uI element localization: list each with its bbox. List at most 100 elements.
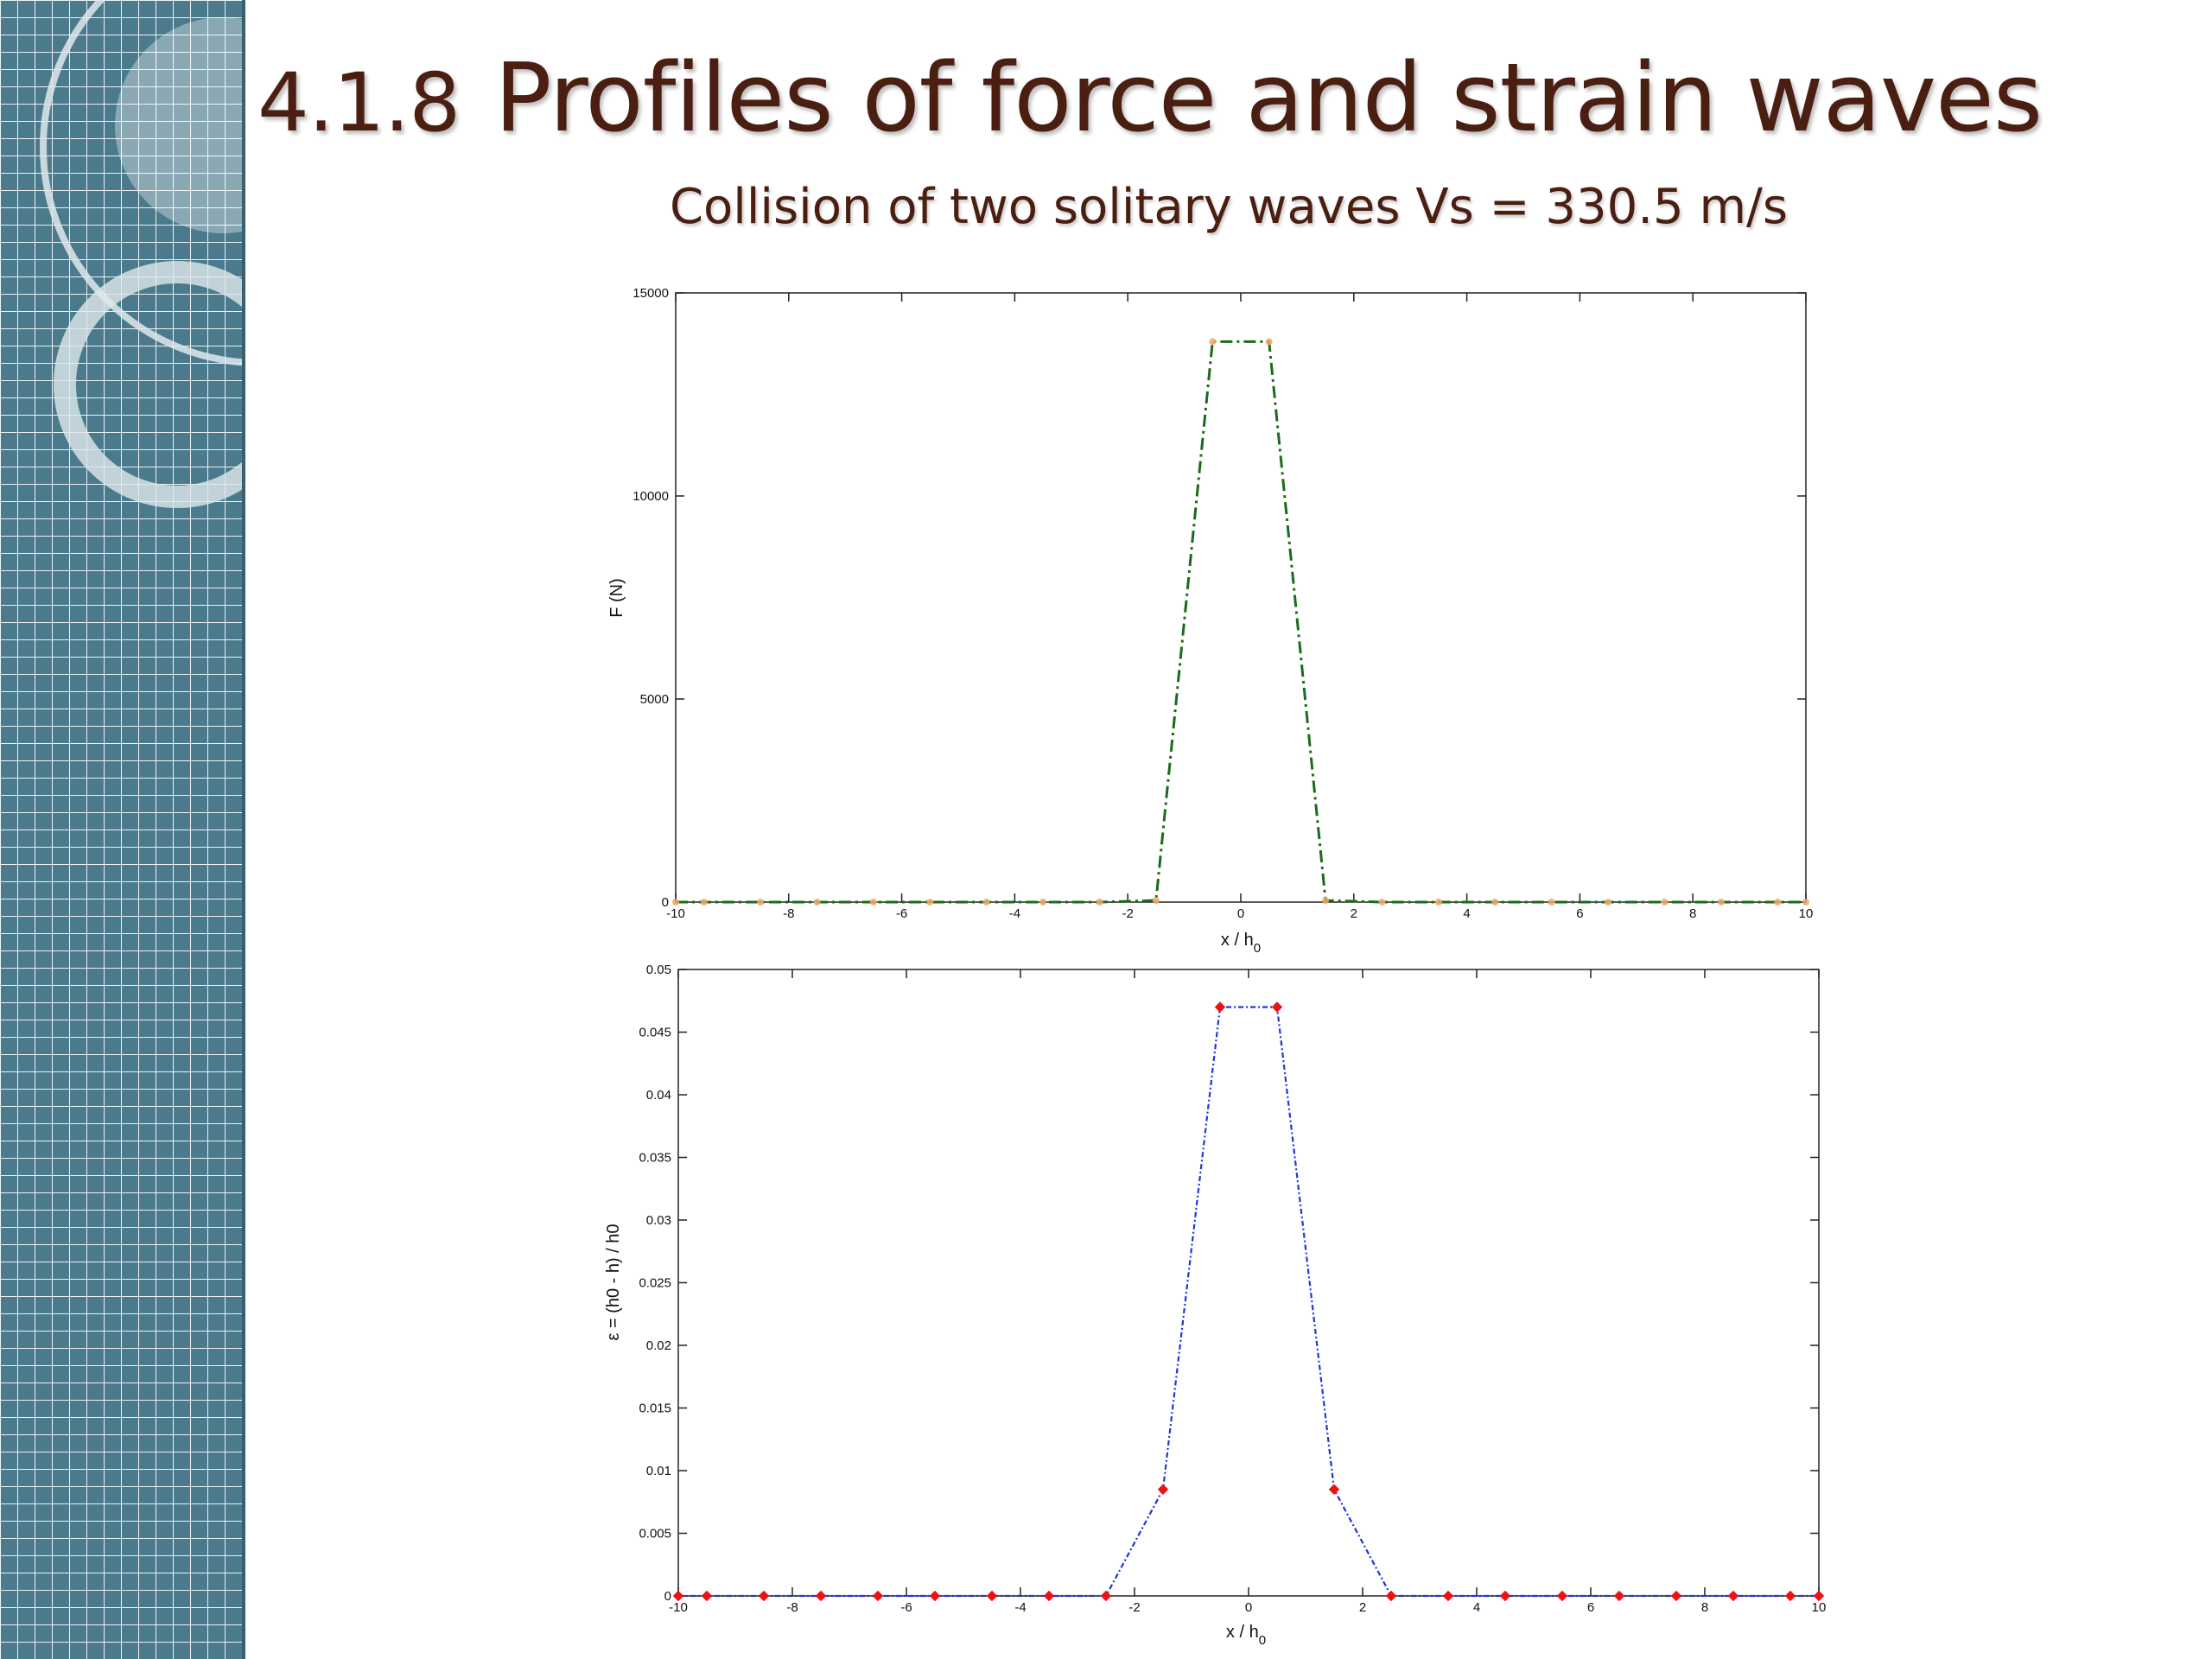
- force-y-axis-label: F (N): [607, 578, 626, 618]
- strain-data-point: [1727, 1590, 1739, 1602]
- strain-x-tick-label: 2: [1359, 1600, 1366, 1615]
- strain-x-tick-label: 4: [1473, 1600, 1480, 1615]
- force-y-tick-label: 10000: [632, 489, 669, 504]
- strain-y-tick-label: 0.02: [646, 1338, 671, 1353]
- strain-marks: [672, 1001, 1825, 1602]
- sidebar-edge: [242, 0, 245, 1659]
- force-data-point: [1491, 899, 1499, 906]
- strain-data-point: [815, 1590, 827, 1602]
- strain-data-point: [1385, 1590, 1397, 1602]
- decorative-sidebar: [0, 0, 245, 1659]
- force-axes-box: [675, 292, 1807, 903]
- strain-data-point: [1670, 1590, 1682, 1602]
- strain-y-tick-label: 0.025: [639, 1276, 671, 1291]
- force-data-point: [1434, 899, 1442, 906]
- strain-x-tick-label: -10: [669, 1600, 688, 1615]
- force-x-tick-label: -8: [783, 906, 794, 921]
- force-x-axis-label: x / h0: [1221, 931, 1261, 956]
- strain-y-tick-label: 0: [664, 1589, 671, 1604]
- strain-data-point: [1813, 1590, 1825, 1602]
- force-x-tick-label: 2: [1351, 906, 1357, 921]
- strain-data-point: [986, 1590, 998, 1602]
- force-data-point: [982, 899, 990, 906]
- strain-y-axis-label: ε = (h0 - h) / h0: [604, 1224, 623, 1340]
- strain-y-tick-label: 0.05: [646, 963, 671, 977]
- force-data-point: [1605, 899, 1612, 906]
- strain-y-tick-label: 0.045: [639, 1026, 671, 1040]
- strain-data-point: [872, 1590, 884, 1602]
- strain-x-tick-label: -8: [786, 1600, 798, 1615]
- strain-y-tick-label: 0.005: [639, 1527, 671, 1541]
- force-x-tick-label: 10: [1799, 906, 1814, 921]
- strain-y-tick-label: 0.015: [639, 1402, 671, 1416]
- force-data-point: [1774, 899, 1782, 906]
- slide-title-text: Profiles of force and strain waves: [494, 42, 2043, 153]
- force-data-point: [1802, 899, 1809, 906]
- strain-data-point: [1157, 1484, 1169, 1495]
- force-x-tick-label: 6: [1576, 906, 1583, 921]
- strain-x-tick-label: 10: [1812, 1600, 1827, 1615]
- force-x-tick-label: -6: [896, 906, 907, 921]
- force-x-tick-label: -2: [1122, 906, 1134, 921]
- strain-x-tick-label: 6: [1587, 1600, 1594, 1615]
- force-data-point: [926, 899, 934, 906]
- strain-data-point: [1328, 1484, 1340, 1495]
- strain-data-point: [1499, 1590, 1511, 1602]
- slide-title: 4.1.8 Profiles of force and strain waves: [257, 33, 2202, 162]
- strain-plot-area: -10 -8 -6 -4 -2 0 2 4 6 8 10 0 0.005 0.01 0.015 0.02 0.0…: [639, 963, 1826, 1615]
- force-data-point: [1322, 897, 1330, 905]
- strain-y-tick-label: 0.03: [646, 1213, 671, 1228]
- force-data-point: [1209, 338, 1217, 346]
- strain-data-point: [701, 1590, 713, 1602]
- force-data-point: [700, 899, 708, 906]
- force-data-point: [672, 899, 679, 906]
- force-plot-area: -10 -8 -6 -4 -2 0 2 4 6 8 10 0 5000 10000 15000: [632, 286, 1813, 921]
- strain-x-tick-label: 0: [1245, 1600, 1252, 1615]
- decorative-ring-inner: [54, 261, 245, 508]
- force-x-tick-label: 8: [1689, 906, 1696, 921]
- strain-y-tick-label: 0.01: [646, 1464, 671, 1478]
- strain-y-tick-label: 0.035: [639, 1151, 671, 1166]
- strain-data-point: [1613, 1590, 1625, 1602]
- force-data-point: [757, 899, 765, 906]
- strain-x-tick-label: 8: [1701, 1600, 1708, 1615]
- strain-x-axis-label: x / h0: [1226, 1623, 1266, 1648]
- strain-ticks: -10 -8 -6 -4 -2 0 2 4 6 8 10 0 0.005 0.01 0.015 0.02 0.0…: [639, 963, 1826, 1615]
- force-data-point: [1661, 899, 1669, 906]
- force-series-line: [676, 340, 1806, 904]
- force-marks: [672, 338, 1809, 906]
- strain-data-point: [1214, 1001, 1226, 1013]
- strain-data-point: [1100, 1590, 1112, 1602]
- strain-x-tick-label: -2: [1128, 1600, 1140, 1615]
- strain-data-point: [672, 1590, 684, 1602]
- force-data-point: [869, 899, 877, 906]
- force-axis-labels: x / h0 F (N): [607, 578, 1261, 956]
- force-data-point: [1152, 897, 1160, 905]
- force-x-tick-label: 0: [1237, 906, 1244, 921]
- strain-series-line: [678, 1006, 1819, 1598]
- force-x-tick-label: -4: [1009, 906, 1020, 921]
- strain-data-point: [1784, 1590, 1796, 1602]
- decorative-circle-large: [115, 17, 245, 233]
- force-data-point: [1548, 899, 1555, 906]
- force-x-tick-label: -10: [666, 906, 685, 921]
- force-data-point: [1717, 899, 1725, 906]
- force-y-tick-label: 5000: [640, 692, 669, 707]
- strain-data-point: [1043, 1590, 1055, 1602]
- force-data-point: [1265, 338, 1273, 346]
- decorative-ring-outer: [40, 0, 245, 366]
- strain-data-point: [929, 1590, 941, 1602]
- force-y-tick-label: 15000: [632, 286, 669, 301]
- strain-data-point: [1271, 1001, 1283, 1013]
- strain-y-tick-label: 0.04: [646, 1088, 671, 1103]
- strain-axis-labels: x / h0 ε = (h0 - h) / h0: [604, 1224, 1266, 1648]
- strain-data-point: [1556, 1590, 1568, 1602]
- slide-title-number: 4.1.8: [257, 56, 461, 150]
- strain-x-tick-label: -4: [1014, 1600, 1026, 1615]
- strain-data-point: [1442, 1590, 1454, 1602]
- slide-subtitle: Collision of two solitary waves Vs = 330…: [669, 179, 1789, 235]
- force-data-point: [1378, 899, 1386, 906]
- force-y-tick-label: 0: [662, 895, 669, 910]
- strain-axes-box: [677, 969, 1820, 1597]
